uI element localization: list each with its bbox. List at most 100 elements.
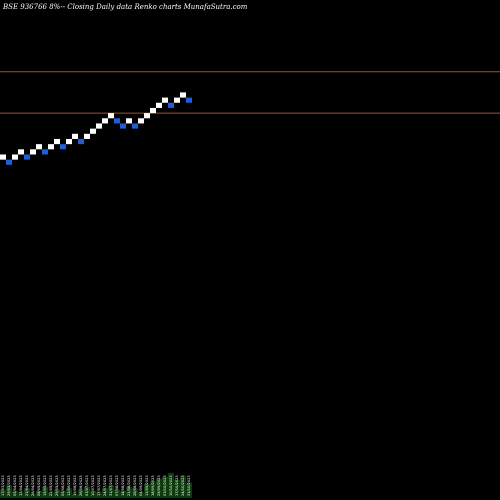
renko-brick-25 xyxy=(144,113,150,119)
volume-bar-7 xyxy=(36,491,42,498)
volume-bar-18 xyxy=(102,488,108,498)
volume-bar-9 xyxy=(48,492,54,498)
volume-bar-8 xyxy=(42,486,48,498)
renko-brick-4 xyxy=(18,149,24,155)
volume-bar-21 xyxy=(120,491,126,498)
volume-bar-24 xyxy=(138,492,144,498)
volume-bar-10 xyxy=(54,489,60,498)
volume-bar-28 xyxy=(162,477,168,498)
volume-bar-25 xyxy=(144,484,150,498)
volume-bar-15 xyxy=(84,486,90,498)
renko-brick-22 xyxy=(126,118,132,124)
date-label-27: 25/09/2023 xyxy=(157,475,161,496)
renko-brick-9 xyxy=(48,144,54,150)
renko-bricks xyxy=(0,92,192,165)
volume-bar-31 xyxy=(180,475,186,498)
renko-brick-18 xyxy=(102,118,108,124)
renko-brick-23 xyxy=(132,123,138,129)
renko-brick-19 xyxy=(108,113,114,119)
date-label-7: 08/05/2023 xyxy=(37,475,41,496)
date-label-31: 24/10/2023 xyxy=(181,475,185,496)
renko-brick-11 xyxy=(60,144,66,150)
volume-bar-26 xyxy=(150,481,156,498)
renko-brick-14 xyxy=(78,138,84,145)
date-label-29: 10/10/2023 xyxy=(169,475,173,496)
date-label-32: 31/10/2023 xyxy=(187,475,191,496)
renko-brick-30 xyxy=(174,97,180,103)
date-label-16: 10/07/2023 xyxy=(91,475,95,496)
volume-bar-5 xyxy=(24,488,30,498)
renko-brick-20 xyxy=(114,118,120,124)
date-label-14: 26/06/2023 xyxy=(79,475,83,496)
volume-bar-6 xyxy=(30,493,36,498)
date-label-5: 21/04/2023 xyxy=(25,475,29,496)
volume-bar-16 xyxy=(90,491,96,498)
renko-brick-5 xyxy=(24,154,30,160)
date-label-25: 11/09/2023 xyxy=(145,475,149,496)
volume-bar-29 xyxy=(168,472,174,498)
renko-brick-7 xyxy=(36,144,42,150)
date-label-6: 28/04/2023 xyxy=(31,475,35,496)
volume-bar-22 xyxy=(126,486,132,498)
date-label-26: 18/09/2023 xyxy=(151,475,155,496)
volume-bar-20 xyxy=(114,489,120,498)
volume-bar-14 xyxy=(78,489,84,498)
renko-brick-12 xyxy=(66,138,72,145)
volume-bar-32 xyxy=(186,482,192,498)
chart-title: BSE 936766 8%-- Closing Daily data Renko… xyxy=(2,3,248,11)
renko-brick-2 xyxy=(6,159,12,165)
renko-brick-26 xyxy=(150,107,156,114)
volume-bar-4 xyxy=(18,492,24,498)
renko-brick-32 xyxy=(186,97,192,103)
renko-brick-29 xyxy=(168,102,174,108)
renko-brick-27 xyxy=(156,102,162,108)
renko-brick-1 xyxy=(0,154,6,160)
renko-brick-3 xyxy=(12,154,18,160)
volume-bar-13 xyxy=(72,493,78,498)
date-label-20: 07/08/2023 xyxy=(115,475,119,496)
date-label-22: 21/08/2023 xyxy=(127,475,131,496)
volume-bar-1 xyxy=(0,489,6,498)
renko-brick-6 xyxy=(30,149,36,155)
volume-bar-12 xyxy=(66,488,72,498)
volume-bars xyxy=(0,472,192,498)
date-label-30: 17/10/2023 xyxy=(175,475,179,496)
date-label-13: 19/06/2023 xyxy=(73,475,77,496)
renko-brick-10 xyxy=(54,138,60,145)
date-labels: 17/03/2023 29/03/2023 05/04/2023 13/04/2023… xyxy=(1,475,191,496)
date-label-28: 03/10/2023 xyxy=(163,475,167,496)
date-label-2: 29/03/2023 xyxy=(7,475,11,496)
date-label-21: 14/08/2023 xyxy=(121,475,125,496)
renko-brick-15 xyxy=(84,133,90,139)
renko-brick-21 xyxy=(120,123,126,129)
volume-bar-2 xyxy=(6,485,12,498)
date-label-15: 03/07/2023 xyxy=(85,475,89,496)
renko-brick-31 xyxy=(180,92,186,98)
date-label-12: 12/06/2023 xyxy=(67,475,71,496)
volume-bar-11 xyxy=(60,491,66,498)
renko-brick-24 xyxy=(138,118,144,124)
date-label-8: 15/05/2023 xyxy=(43,475,47,496)
volume-bar-23 xyxy=(132,488,138,498)
renko-brick-16 xyxy=(90,128,96,134)
volume-bar-27 xyxy=(156,478,162,498)
date-label-18: 24/07/2023 xyxy=(103,475,107,496)
reference-lines xyxy=(0,71,500,114)
renko-brick-13 xyxy=(72,133,78,139)
volume-bar-3 xyxy=(12,491,18,498)
date-label-3: 05/04/2023 xyxy=(13,475,17,496)
renko-brick-28 xyxy=(162,97,168,103)
date-label-1: 17/03/2023 xyxy=(1,475,5,496)
renko-brick-8 xyxy=(42,149,48,155)
date-label-17: 17/07/2023 xyxy=(97,475,101,496)
volume-bar-30 xyxy=(174,479,180,498)
date-label-10: 29/05/2023 xyxy=(55,475,59,496)
date-label-4: 13/04/2023 xyxy=(19,475,23,496)
date-label-11: 05/06/2023 xyxy=(61,475,65,496)
date-label-9: 22/05/2023 xyxy=(49,475,53,496)
date-label-23: 28/08/2023 xyxy=(133,475,137,496)
volume-bar-17 xyxy=(96,492,102,498)
date-label-24: 04/09/2023 xyxy=(139,475,143,496)
